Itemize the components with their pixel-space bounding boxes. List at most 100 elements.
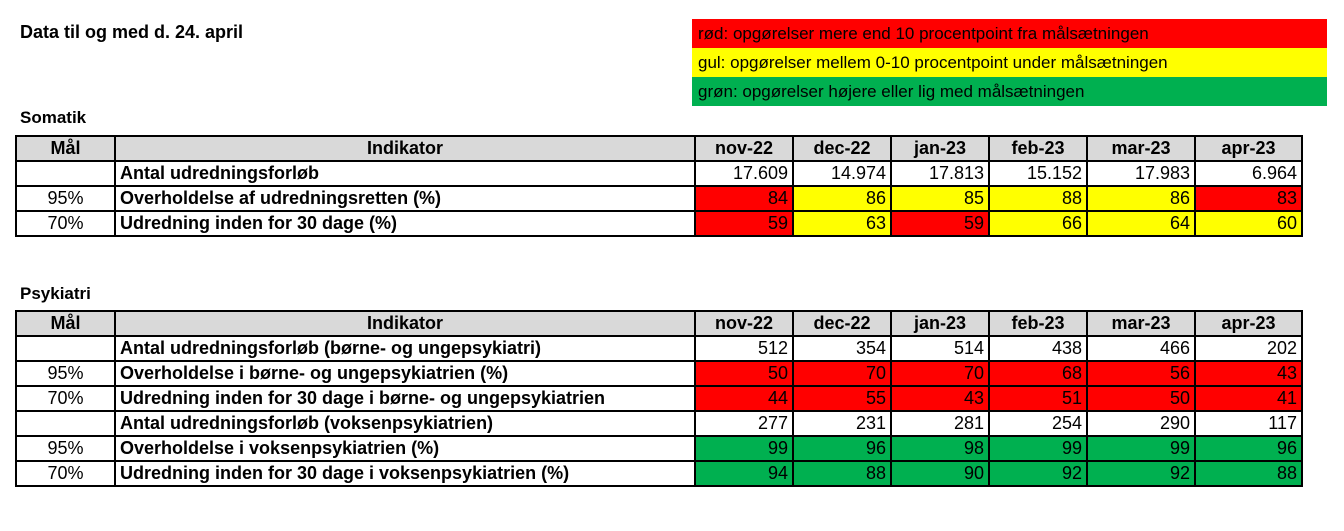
column-header: nov-22 <box>694 135 794 162</box>
value-cell: 99 <box>988 435 1088 462</box>
value-cell: 88 <box>1194 460 1303 487</box>
indicator-cell: Overholdelse i voksenpsykiatrien (%) <box>114 435 696 462</box>
column-header: dec-22 <box>792 135 892 162</box>
goal-cell: 95% <box>15 185 116 212</box>
goal-cell: 95% <box>15 360 116 387</box>
column-header: feb-23 <box>988 135 1088 162</box>
table-row: Antal udredningsforløb (børne- og ungeps… <box>15 335 1303 362</box>
value-cell: 64 <box>1086 210 1196 237</box>
value-cell: 254 <box>988 410 1088 437</box>
legend-red: rød: opgørelser mere end 10 procentpoint… <box>692 19 1327 48</box>
value-cell: 98 <box>890 435 990 462</box>
value-cell: 50 <box>1086 385 1196 412</box>
indicator-table: Mål Indikator nov-22 dec-22 jan-23 feb-23 mar-… <box>15 135 1303 237</box>
value-cell: 512 <box>694 335 794 362</box>
value-cell: 438 <box>988 335 1088 362</box>
indicator-cell: Overholdelse i børne- og ungepsykiatrien… <box>114 360 696 387</box>
value-cell: 96 <box>1194 435 1303 462</box>
legend-red-text: rød: opgørelser mere end 10 procentpoint… <box>698 24 1149 43</box>
value-cell: 17.983 <box>1086 160 1196 187</box>
value-cell: 83 <box>1194 185 1303 212</box>
value-cell: 86 <box>792 185 892 212</box>
goal-cell <box>15 160 116 187</box>
value-cell: 50 <box>694 360 794 387</box>
table-row: 95% Overholdelse i børne- og ungepsykiatr… <box>15 360 1303 387</box>
goal-cell: 70% <box>15 460 116 487</box>
value-cell: 281 <box>890 410 990 437</box>
column-header: mar-23 <box>1086 310 1196 337</box>
value-cell: 56 <box>1086 360 1196 387</box>
table-row: 70% Udredning inden for 30 dage (%) 59 63 59… <box>15 210 1303 237</box>
goal-cell: 70% <box>15 385 116 412</box>
value-cell: 514 <box>890 335 990 362</box>
column-header: Indikator <box>114 135 696 162</box>
table-row: 95% Overholdelse af udredningsretten (%) 8… <box>15 185 1303 212</box>
indicator-table: Mål Indikator nov-22 dec-22 jan-23 feb-23 mar-… <box>15 310 1303 487</box>
legend-green: grøn: opgørelser højere eller lig med må… <box>692 77 1327 106</box>
value-cell: 231 <box>792 410 892 437</box>
value-cell: 92 <box>1086 460 1196 487</box>
value-cell: 17.609 <box>694 160 794 187</box>
value-cell: 68 <box>988 360 1088 387</box>
legend-yellow: gul: opgørelser mellem 0-10 procentpoint… <box>692 48 1327 77</box>
column-header: Indikator <box>114 310 696 337</box>
value-cell: 84 <box>694 185 794 212</box>
value-cell: 51 <box>988 385 1088 412</box>
value-cell: 202 <box>1194 335 1303 362</box>
indicator-cell: Udredning inden for 30 dage i voksenpsyk… <box>114 460 696 487</box>
value-cell: 92 <box>988 460 1088 487</box>
column-header: apr-23 <box>1194 135 1303 162</box>
value-cell: 70 <box>890 360 990 387</box>
value-cell: 17.813 <box>890 160 990 187</box>
value-cell: 43 <box>1194 360 1303 387</box>
column-header: mar-23 <box>1086 135 1196 162</box>
value-cell: 96 <box>792 435 892 462</box>
value-cell: 15.152 <box>988 160 1088 187</box>
column-header: jan-23 <box>890 135 990 162</box>
value-cell: 99 <box>1086 435 1196 462</box>
value-cell: 88 <box>792 460 892 487</box>
column-header: Mål <box>15 310 116 337</box>
value-cell: 44 <box>694 385 794 412</box>
value-cell: 99 <box>694 435 794 462</box>
value-cell: 70 <box>792 360 892 387</box>
indicator-cell: Antal udredningsforløb (børne- og ungeps… <box>114 335 696 362</box>
indicator-cell: Udredning inden for 30 dage i børne- og … <box>114 385 696 412</box>
table-row: 70% Udredning inden for 30 dage i børne- … <box>15 385 1303 412</box>
section-title: Somatik <box>20 108 87 127</box>
goal-cell: 95% <box>15 435 116 462</box>
value-cell: 290 <box>1086 410 1196 437</box>
table-row: 70% Udredning inden for 30 dage i voksenp… <box>15 460 1303 487</box>
goal-cell <box>15 335 116 362</box>
column-header: jan-23 <box>890 310 990 337</box>
value-cell: 55 <box>792 385 892 412</box>
value-cell: 94 <box>694 460 794 487</box>
legend-green-text: grøn: opgørelser højere eller lig med må… <box>698 82 1085 101</box>
value-cell: 90 <box>890 460 990 487</box>
table-row: Antal udredningsforløb (voksenpsykiatrie… <box>15 410 1303 437</box>
indicator-cell: Antal udredningsforløb (voksenpsykiatrie… <box>114 410 696 437</box>
value-cell: 277 <box>694 410 794 437</box>
section-title: Psykiatri <box>20 284 91 303</box>
value-cell: 117 <box>1194 410 1303 437</box>
header-row: Mål Indikator nov-22 dec-22 jan-23 feb-23 mar-… <box>15 310 1303 337</box>
table-row: 95% Overholdelse i voksenpsykiatrien (%) 9… <box>15 435 1303 462</box>
value-cell: 41 <box>1194 385 1303 412</box>
value-cell: 59 <box>694 210 794 237</box>
indicator-cell: Overholdelse af udredningsretten (%) <box>114 185 696 212</box>
value-cell: 466 <box>1086 335 1196 362</box>
indicator-cell: Udredning inden for 30 dage (%) <box>114 210 696 237</box>
value-cell: 43 <box>890 385 990 412</box>
column-header: apr-23 <box>1194 310 1303 337</box>
goal-cell <box>15 410 116 437</box>
value-cell: 88 <box>988 185 1088 212</box>
value-cell: 6.964 <box>1194 160 1303 187</box>
value-cell: 86 <box>1086 185 1196 212</box>
value-cell: 354 <box>792 335 892 362</box>
value-cell: 14.974 <box>792 160 892 187</box>
value-cell: 63 <box>792 210 892 237</box>
column-header: dec-22 <box>792 310 892 337</box>
value-cell: 59 <box>890 210 990 237</box>
column-header: nov-22 <box>694 310 794 337</box>
indicator-cell: Antal udredningsforløb <box>114 160 696 187</box>
